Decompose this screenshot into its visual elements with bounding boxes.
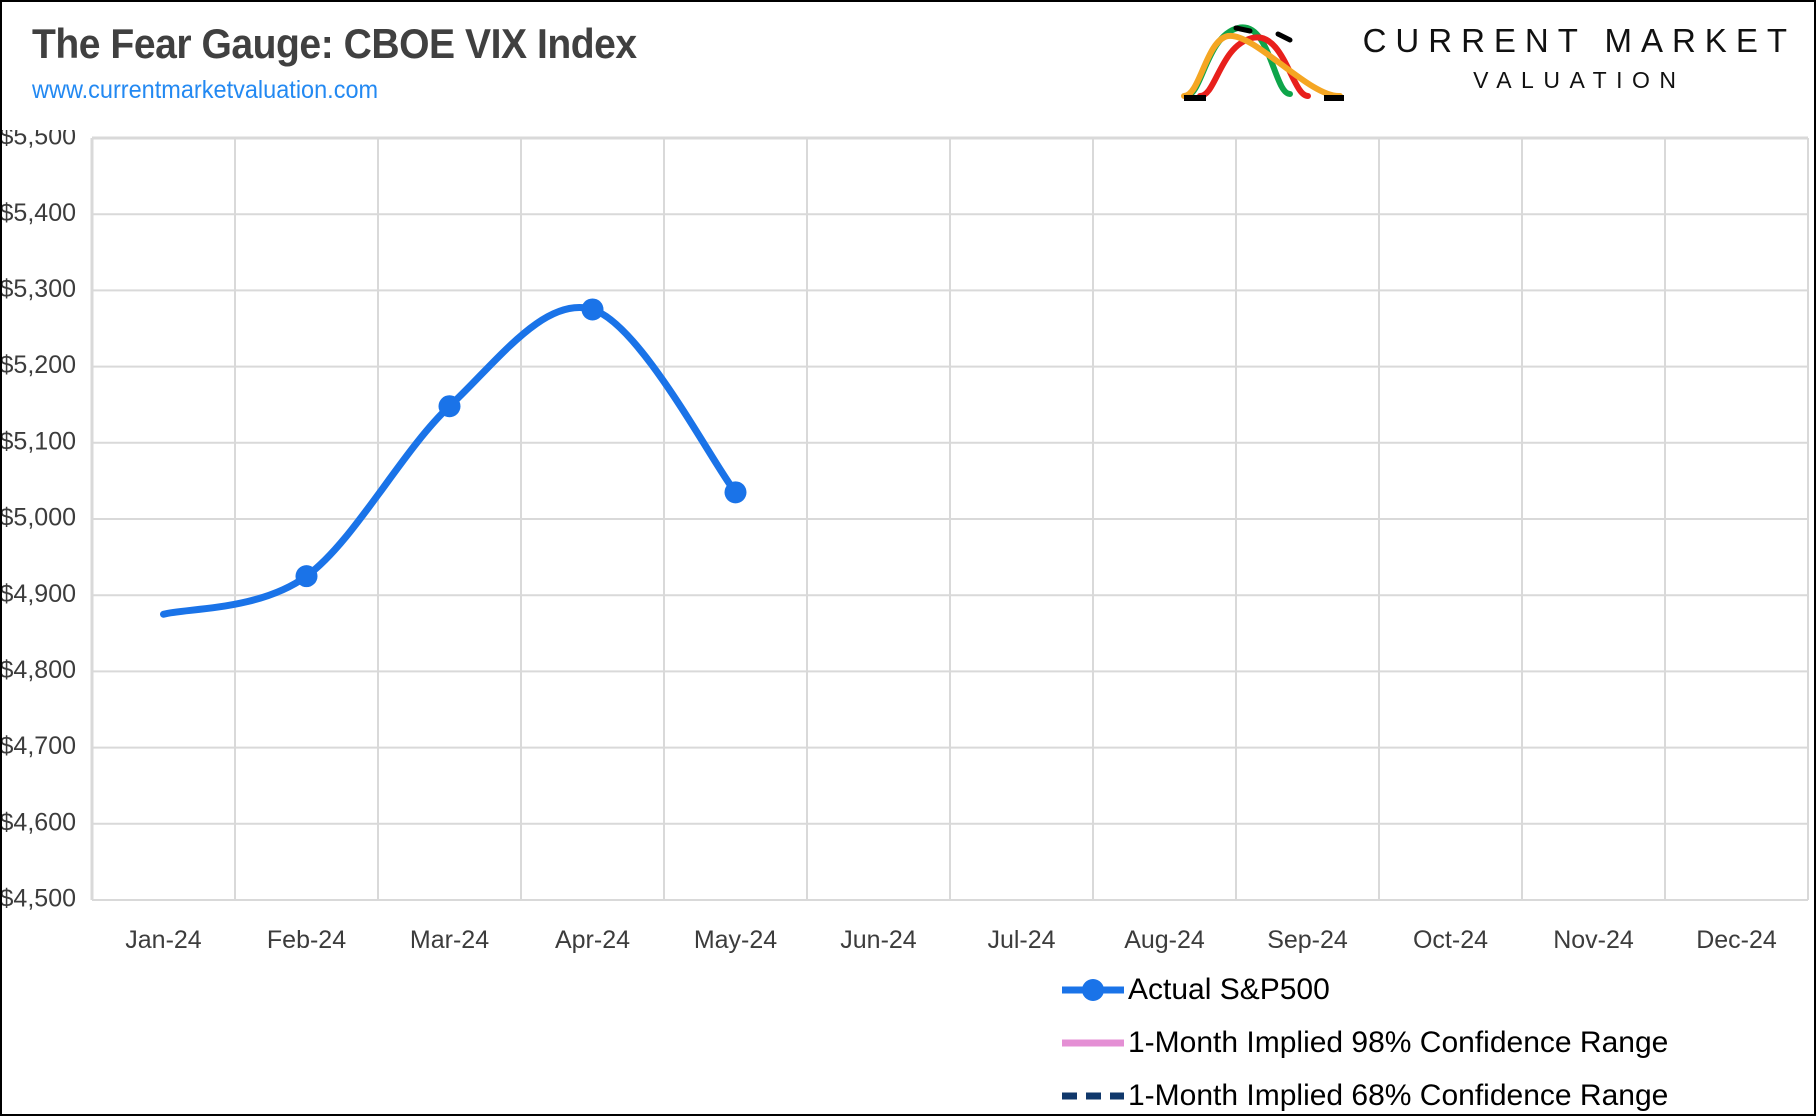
x-axis-tick-label: Mar-24: [410, 926, 489, 954]
page-header: The Fear Gauge: CBOE VIX Index www.curre…: [2, 2, 1814, 130]
legend-item[interactable]: 1-Month Implied 98% Confidence Range: [1062, 1026, 1668, 1059]
y-axis-tick-label: $4,800: [2, 656, 76, 684]
y-axis-tick-label: $4,500: [2, 885, 76, 913]
line-chart-svg: $5,500 $5,400 $5,300 $5,200 $5,100 $5,000 $4,9…: [2, 130, 1809, 1112]
logo-line-1: CURRENT MARKET: [1362, 22, 1796, 59]
y-axis-tick-label: $5,500: [2, 130, 76, 151]
x-axis-tick-label: May-24: [694, 926, 777, 954]
legend-item-label: 1-Month Implied 68% Confidence Range: [1128, 1079, 1668, 1112]
page-title: The Fear Gauge: CBOE VIX Index: [32, 20, 637, 67]
y-axis-tick-label: $5,100: [2, 427, 76, 455]
logo-wordmark: CURRENT MARKET VALUATION: [1354, 22, 1796, 94]
y-axis-tick-label: $4,600: [2, 808, 76, 836]
x-axis-tick-labels: Jan-24 Feb-24 Mar-24 Apr-24 May-24 Jun-24 Jul-…: [125, 926, 1777, 954]
logo-line-2: VALUATION: [1473, 67, 1686, 93]
y-axis-tick-label: $4,700: [2, 732, 76, 760]
chart-legend[interactable]: Actual S&P500 1-Month Implied 98% Confide…: [1062, 973, 1668, 1112]
legend-item[interactable]: Actual S&P500: [1062, 973, 1330, 1006]
x-axis-tick-label: Jan-24: [125, 926, 202, 954]
data-series-layer: [160, 298, 747, 618]
y-axis-tick-labels: $5,500 $5,400 $5,300 $5,200 $5,100 $5,000 $4,9…: [2, 130, 76, 913]
title-block: The Fear Gauge: CBOE VIX Index www.curre…: [32, 20, 682, 105]
y-axis-tick-label: $5,300: [2, 275, 76, 303]
x-axis-tick-label: Sep-24: [1267, 926, 1348, 954]
legend-item[interactable]: 1-Month Implied 68% Confidence Range: [1062, 1079, 1668, 1112]
x-axis-tick-label: Nov-24: [1553, 926, 1634, 954]
y-axis-tick-label: $4,900: [2, 580, 76, 608]
y-axis-tick-label: $5,200: [2, 351, 76, 379]
chart-plot-area: $5,500 $5,400 $5,300 $5,200 $5,100 $5,000 $4,9…: [2, 130, 1814, 1116]
x-axis-tick-label: Jul-24: [987, 926, 1055, 954]
grid-lines: [90, 136, 1809, 901]
y-axis-tick-label: $5,400: [2, 199, 76, 227]
x-axis-tick-label: Apr-24: [555, 926, 630, 954]
x-axis-tick-label: Jun-24: [840, 926, 917, 954]
website-url-link[interactable]: www.currentmarketvaluation.com: [32, 76, 379, 104]
legend-swatch-marker: [1082, 979, 1104, 1001]
x-axis-tick-label: Feb-24: [267, 926, 346, 954]
x-axis-tick-label: Dec-24: [1696, 926, 1777, 954]
legend-item-label: Actual S&P500: [1128, 973, 1330, 1006]
data-point-marker[interactable]: [438, 395, 461, 418]
three-bell-curves-logo-icon: [1180, 24, 1344, 101]
data-point-marker[interactable]: [295, 565, 318, 588]
x-axis-tick-label: Oct-24: [1413, 926, 1488, 954]
y-axis-tick-label: $5,000: [2, 504, 76, 532]
legend-item-label: 1-Month Implied 98% Confidence Range: [1128, 1026, 1668, 1059]
x-axis-tick-label: Aug-24: [1124, 926, 1205, 954]
brand-logo: CURRENT MARKET VALUATION: [1180, 10, 1796, 106]
data-point-marker[interactable]: [581, 298, 604, 321]
data-point-marker[interactable]: [724, 481, 747, 504]
series-line: [160, 304, 739, 618]
